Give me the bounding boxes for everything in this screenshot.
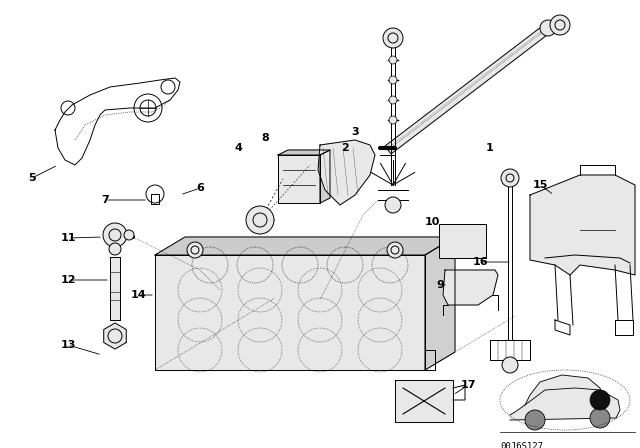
Circle shape (383, 28, 403, 48)
Circle shape (124, 230, 134, 240)
Polygon shape (110, 257, 120, 320)
Text: 00J6S127: 00J6S127 (500, 442, 543, 448)
Polygon shape (104, 323, 126, 349)
Circle shape (502, 357, 518, 373)
Text: 6: 6 (196, 183, 204, 193)
Text: 4: 4 (234, 143, 242, 153)
Polygon shape (530, 175, 635, 275)
Polygon shape (395, 380, 453, 422)
Text: 9: 9 (436, 280, 444, 290)
Text: 11: 11 (60, 233, 76, 243)
Polygon shape (155, 255, 425, 370)
Circle shape (540, 20, 556, 36)
Polygon shape (385, 24, 551, 154)
Text: 7: 7 (101, 195, 109, 205)
Polygon shape (510, 388, 620, 420)
Circle shape (103, 223, 127, 247)
Circle shape (389, 56, 397, 64)
Text: 5: 5 (28, 173, 36, 183)
Text: 13: 13 (60, 340, 76, 350)
Circle shape (246, 206, 274, 234)
Polygon shape (318, 140, 375, 205)
Circle shape (187, 242, 203, 258)
Circle shape (389, 76, 397, 84)
Polygon shape (443, 270, 498, 305)
Circle shape (385, 197, 401, 213)
Text: 12: 12 (60, 275, 76, 285)
Text: 10: 10 (424, 217, 440, 227)
Polygon shape (278, 155, 320, 203)
Polygon shape (155, 237, 455, 255)
Polygon shape (525, 375, 602, 405)
Text: 3: 3 (351, 127, 359, 137)
Circle shape (146, 185, 164, 203)
Text: 16: 16 (472, 257, 488, 267)
Circle shape (387, 242, 403, 258)
Text: 17: 17 (460, 380, 476, 390)
Text: 15: 15 (532, 180, 548, 190)
Text: 2: 2 (341, 143, 349, 153)
Circle shape (555, 20, 565, 30)
Circle shape (590, 390, 610, 410)
Polygon shape (320, 150, 330, 203)
Circle shape (525, 410, 545, 430)
Circle shape (389, 116, 397, 124)
Circle shape (389, 96, 397, 104)
Text: 1: 1 (486, 143, 494, 153)
Polygon shape (278, 150, 330, 155)
FancyBboxPatch shape (439, 224, 486, 258)
Circle shape (134, 94, 162, 122)
Circle shape (550, 15, 570, 35)
Circle shape (109, 243, 121, 255)
Text: 8: 8 (261, 133, 269, 143)
Circle shape (501, 169, 519, 187)
Polygon shape (425, 237, 455, 370)
Circle shape (590, 408, 610, 428)
Text: 14: 14 (130, 290, 146, 300)
